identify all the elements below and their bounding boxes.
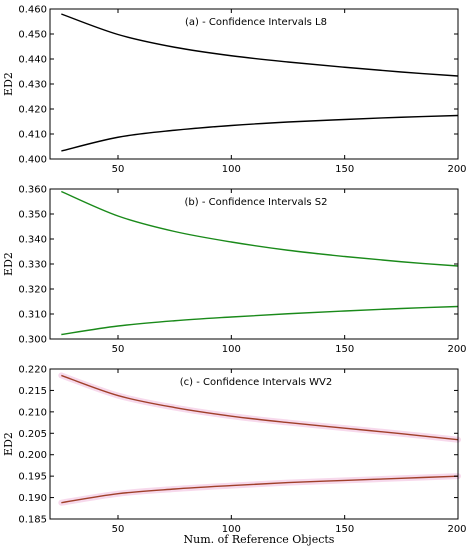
y-tick-label: 0.350 (18, 210, 47, 221)
y-tick-label: 0.360 (18, 185, 47, 196)
y-axis-label: ED2 (2, 432, 15, 456)
x-tick-label: 100 (222, 164, 241, 175)
series-line-upper (61, 374, 459, 441)
x-tick-label: 200 (447, 524, 466, 535)
y-tick-label: 0.450 (18, 30, 47, 41)
panel-title: (c) - Confidence Intervals WV2 (180, 377, 332, 388)
y-tick-label: 0.220 (18, 365, 47, 376)
y-tick-label: 0.460 (18, 5, 47, 16)
panel-title: (a) - Confidence Intervals L8 (185, 17, 327, 28)
y-axis-label: ED2 (2, 252, 15, 276)
chart-panel-1: 0.400 0.410 0.420 0.430 0.440 0.450 0.460 50 100… (2, 5, 467, 176)
y-tick-label: 0.310 (18, 310, 47, 321)
y-axis-label: ED2 (2, 72, 15, 96)
x-tick-label: 50 (112, 524, 125, 535)
x-tick-label: 150 (335, 344, 354, 355)
x-tick-label: 150 (335, 524, 354, 535)
y-tick-label: 0.210 (18, 407, 47, 418)
x-tick-label: 50 (112, 344, 125, 355)
x-tick-label: 200 (447, 164, 466, 175)
y-tick-label: 0.205 (18, 429, 47, 440)
series-line-lower (61, 114, 459, 152)
y-tick-label: 0.440 (18, 55, 47, 66)
panel-title: (b) - Confidence Intervals S2 (185, 197, 328, 208)
plot-frame (49, 368, 459, 520)
y-tick-label: 0.430 (18, 80, 47, 91)
x-tick-label: 200 (447, 344, 466, 355)
y-tick-label: 0.410 (18, 130, 47, 141)
series-line-lower (61, 475, 459, 504)
y-tick-label: 0.195 (18, 472, 47, 483)
y-tick-label: 0.420 (18, 105, 47, 116)
x-tick-label: 100 (222, 524, 241, 535)
y-tick-label: 0.320 (18, 285, 47, 296)
chart-panel-3: 0.185 0.190 0.195 0.200 0.205 0.210 0.215 0.220… (2, 365, 467, 536)
y-tick-label: 0.185 (18, 515, 47, 526)
series-line-upper (61, 13, 459, 77)
y-tick-label: 0.300 (18, 335, 47, 346)
x-axis-label: Num. of Reference Objects (184, 533, 335, 546)
y-tick-label: 0.330 (18, 260, 47, 271)
x-tick-label: 50 (112, 164, 125, 175)
plot-area (50, 9, 458, 159)
plot-area (50, 189, 458, 339)
y-tick-label: 0.400 (18, 155, 47, 166)
y-tick-label: 0.340 (18, 235, 47, 246)
y-tick-label: 0.200 (18, 450, 47, 461)
x-tick-label: 100 (222, 344, 241, 355)
x-tick-label: 150 (335, 164, 354, 175)
y-tick-label: 0.215 (18, 386, 47, 397)
series-line-lower (61, 305, 459, 336)
y-tick-label: 0.190 (18, 493, 47, 504)
series-line-upper (61, 190, 459, 267)
chart-panel-2: 0.300 0.310 0.320 0.330 0.340 0.350 0.360 50 100… (2, 185, 467, 356)
